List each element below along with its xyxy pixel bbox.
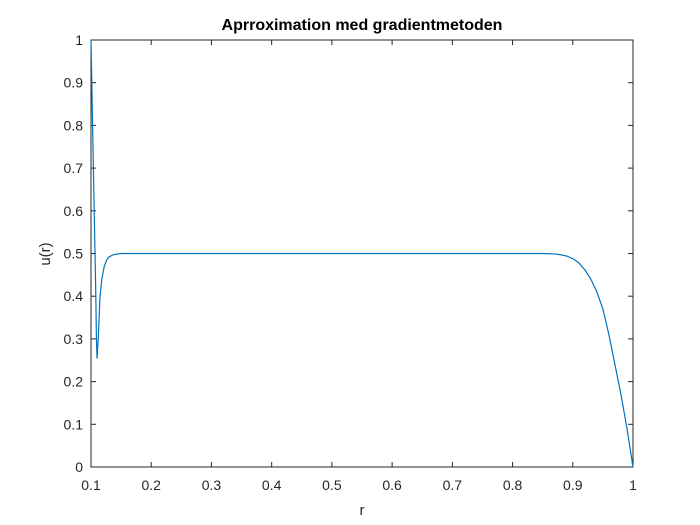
x-tick-label: 0.6: [382, 477, 402, 493]
series-line: [90, 39, 634, 468]
x-tick-label: 0.8: [503, 477, 523, 493]
y-tick-label: 0: [75, 459, 83, 475]
y-axis-label: u(r): [37, 242, 54, 265]
chart-title: Aprroximation med gradientmetoden: [222, 17, 503, 34]
x-tick-label: 1: [629, 477, 637, 493]
x-tick-label: 0.1: [81, 477, 101, 493]
x-tick-label: 0.4: [262, 477, 282, 493]
x-tick-label: 0.7: [443, 477, 463, 493]
x-tick-label: 0.5: [322, 477, 342, 493]
y-tick-label: 0.7: [64, 160, 84, 176]
y-tick-label: 0.5: [64, 246, 84, 262]
x-axis-ticks: 0.1 0.2 0.3 0.4 0.5 0.6 0.7 0.8 0.9 1: [81, 40, 637, 493]
y-tick-label: 0.1: [64, 416, 84, 432]
y-tick-label: 0.9: [64, 75, 84, 91]
x-tick-label: 0.3: [202, 477, 222, 493]
y-tick-label: 0.8: [64, 117, 84, 133]
series-layer: [90, 39, 634, 468]
x-axis-label: r: [360, 502, 365, 519]
x-tick-label: 0.2: [141, 477, 161, 493]
y-tick-label: 1: [75, 32, 83, 48]
y-tick-label: 0.3: [64, 331, 84, 347]
y-tick-label: 0.4: [64, 288, 84, 304]
x-tick-label: 0.9: [563, 477, 583, 493]
y-tick-label: 0.6: [64, 203, 84, 219]
y-tick-label: 0.2: [64, 374, 84, 390]
